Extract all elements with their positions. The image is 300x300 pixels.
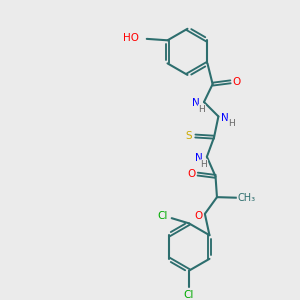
Text: H: H bbox=[198, 105, 205, 114]
Text: Cl: Cl bbox=[184, 290, 194, 300]
Text: N: N bbox=[221, 112, 229, 123]
Text: H: H bbox=[228, 119, 235, 128]
Text: S: S bbox=[186, 131, 192, 141]
Text: H: H bbox=[201, 160, 207, 169]
Text: CH₃: CH₃ bbox=[238, 193, 256, 203]
Text: O: O bbox=[233, 77, 241, 87]
Text: O: O bbox=[187, 169, 195, 179]
Text: Cl: Cl bbox=[158, 212, 168, 221]
Text: N: N bbox=[192, 98, 200, 108]
Text: HO: HO bbox=[123, 33, 139, 43]
Text: O: O bbox=[194, 211, 202, 220]
Text: N: N bbox=[195, 153, 203, 163]
